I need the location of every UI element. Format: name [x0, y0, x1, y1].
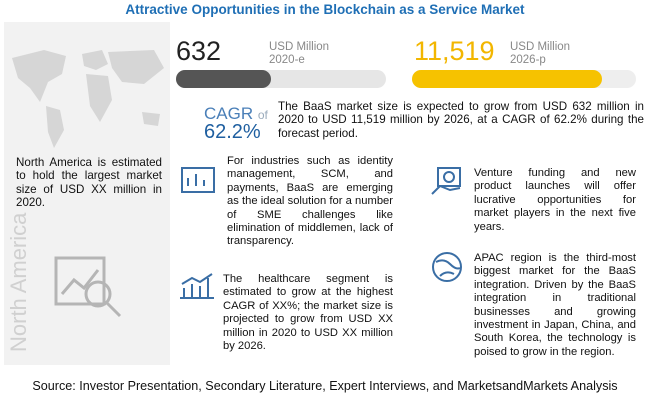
stat-period: 2020-e [269, 54, 305, 66]
cagr-value: 62.2% [204, 121, 261, 143]
left-panel: North America North America is estimated… [4, 22, 170, 365]
stat-value: 632 [176, 36, 222, 66]
insight: APAC region is the third-most biggest ma… [474, 252, 636, 358]
progress-fill [176, 70, 271, 88]
stat-unit: USD Million [510, 41, 571, 53]
insight: The healthcare segment is estimated to g… [223, 273, 393, 353]
stat-period: 2026-p [510, 54, 546, 66]
icon [431, 167, 461, 195]
insight: For industries such as identity manageme… [227, 155, 393, 248]
left-panel-text: North America is estimated to hold the l… [16, 156, 162, 210]
cagr-label-text: CAGR [204, 104, 254, 123]
title: Attractive Opportunities in the Blockcha… [125, 2, 525, 17]
icon [432, 252, 462, 282]
icon [181, 167, 215, 193]
progress-fill [412, 70, 602, 88]
source: Source: Investor Presentation, Secondary… [32, 379, 618, 393]
icon [180, 273, 214, 299]
progress-track [176, 70, 386, 88]
cagr-label: CAGR of [204, 104, 268, 124]
progress-track [412, 70, 636, 88]
cagr-suffix: of [257, 108, 268, 122]
region-watermark: North America [6, 212, 31, 352]
stat-value: 11,519 [414, 36, 495, 66]
summary: The BaaS market size is expected to grow… [278, 100, 644, 140]
stat-unit: USD Million [269, 41, 330, 53]
panel-graphics: North America [6, 50, 164, 352]
insight: Venture funding and new product launches… [474, 167, 636, 233]
